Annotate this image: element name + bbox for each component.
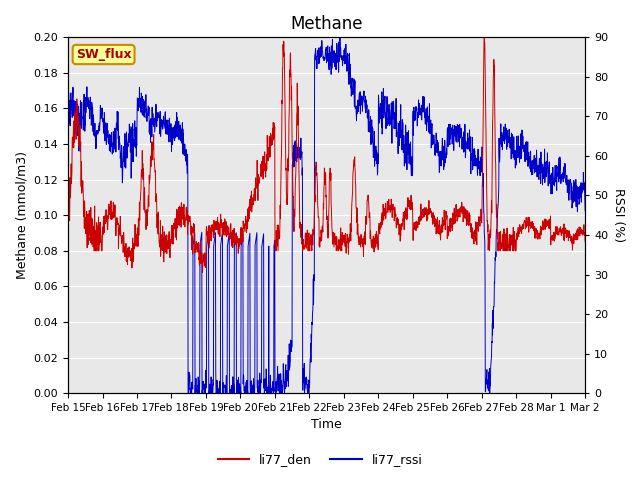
Y-axis label: Methane (mmol/m3): Methane (mmol/m3) [15, 151, 28, 279]
Title: Methane: Methane [291, 15, 363, 33]
Legend: li77_den, li77_rssi: li77_den, li77_rssi [212, 448, 428, 471]
Text: SW_flux: SW_flux [76, 48, 131, 61]
X-axis label: Time: Time [311, 419, 342, 432]
Y-axis label: RSSI (%): RSSI (%) [612, 188, 625, 242]
